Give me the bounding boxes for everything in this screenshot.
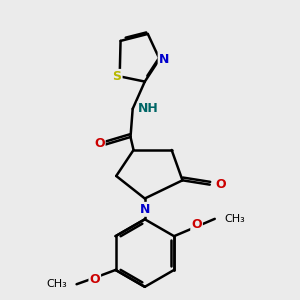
Text: CH₃: CH₃: [46, 279, 67, 289]
Text: O: O: [89, 273, 100, 286]
Text: S: S: [112, 70, 122, 83]
Text: NH: NH: [138, 102, 159, 116]
Text: O: O: [94, 137, 105, 150]
Text: O: O: [215, 178, 226, 191]
Text: O: O: [191, 218, 202, 231]
Text: N: N: [140, 203, 150, 216]
Text: CH₃: CH₃: [224, 214, 245, 224]
Text: N: N: [159, 52, 169, 66]
